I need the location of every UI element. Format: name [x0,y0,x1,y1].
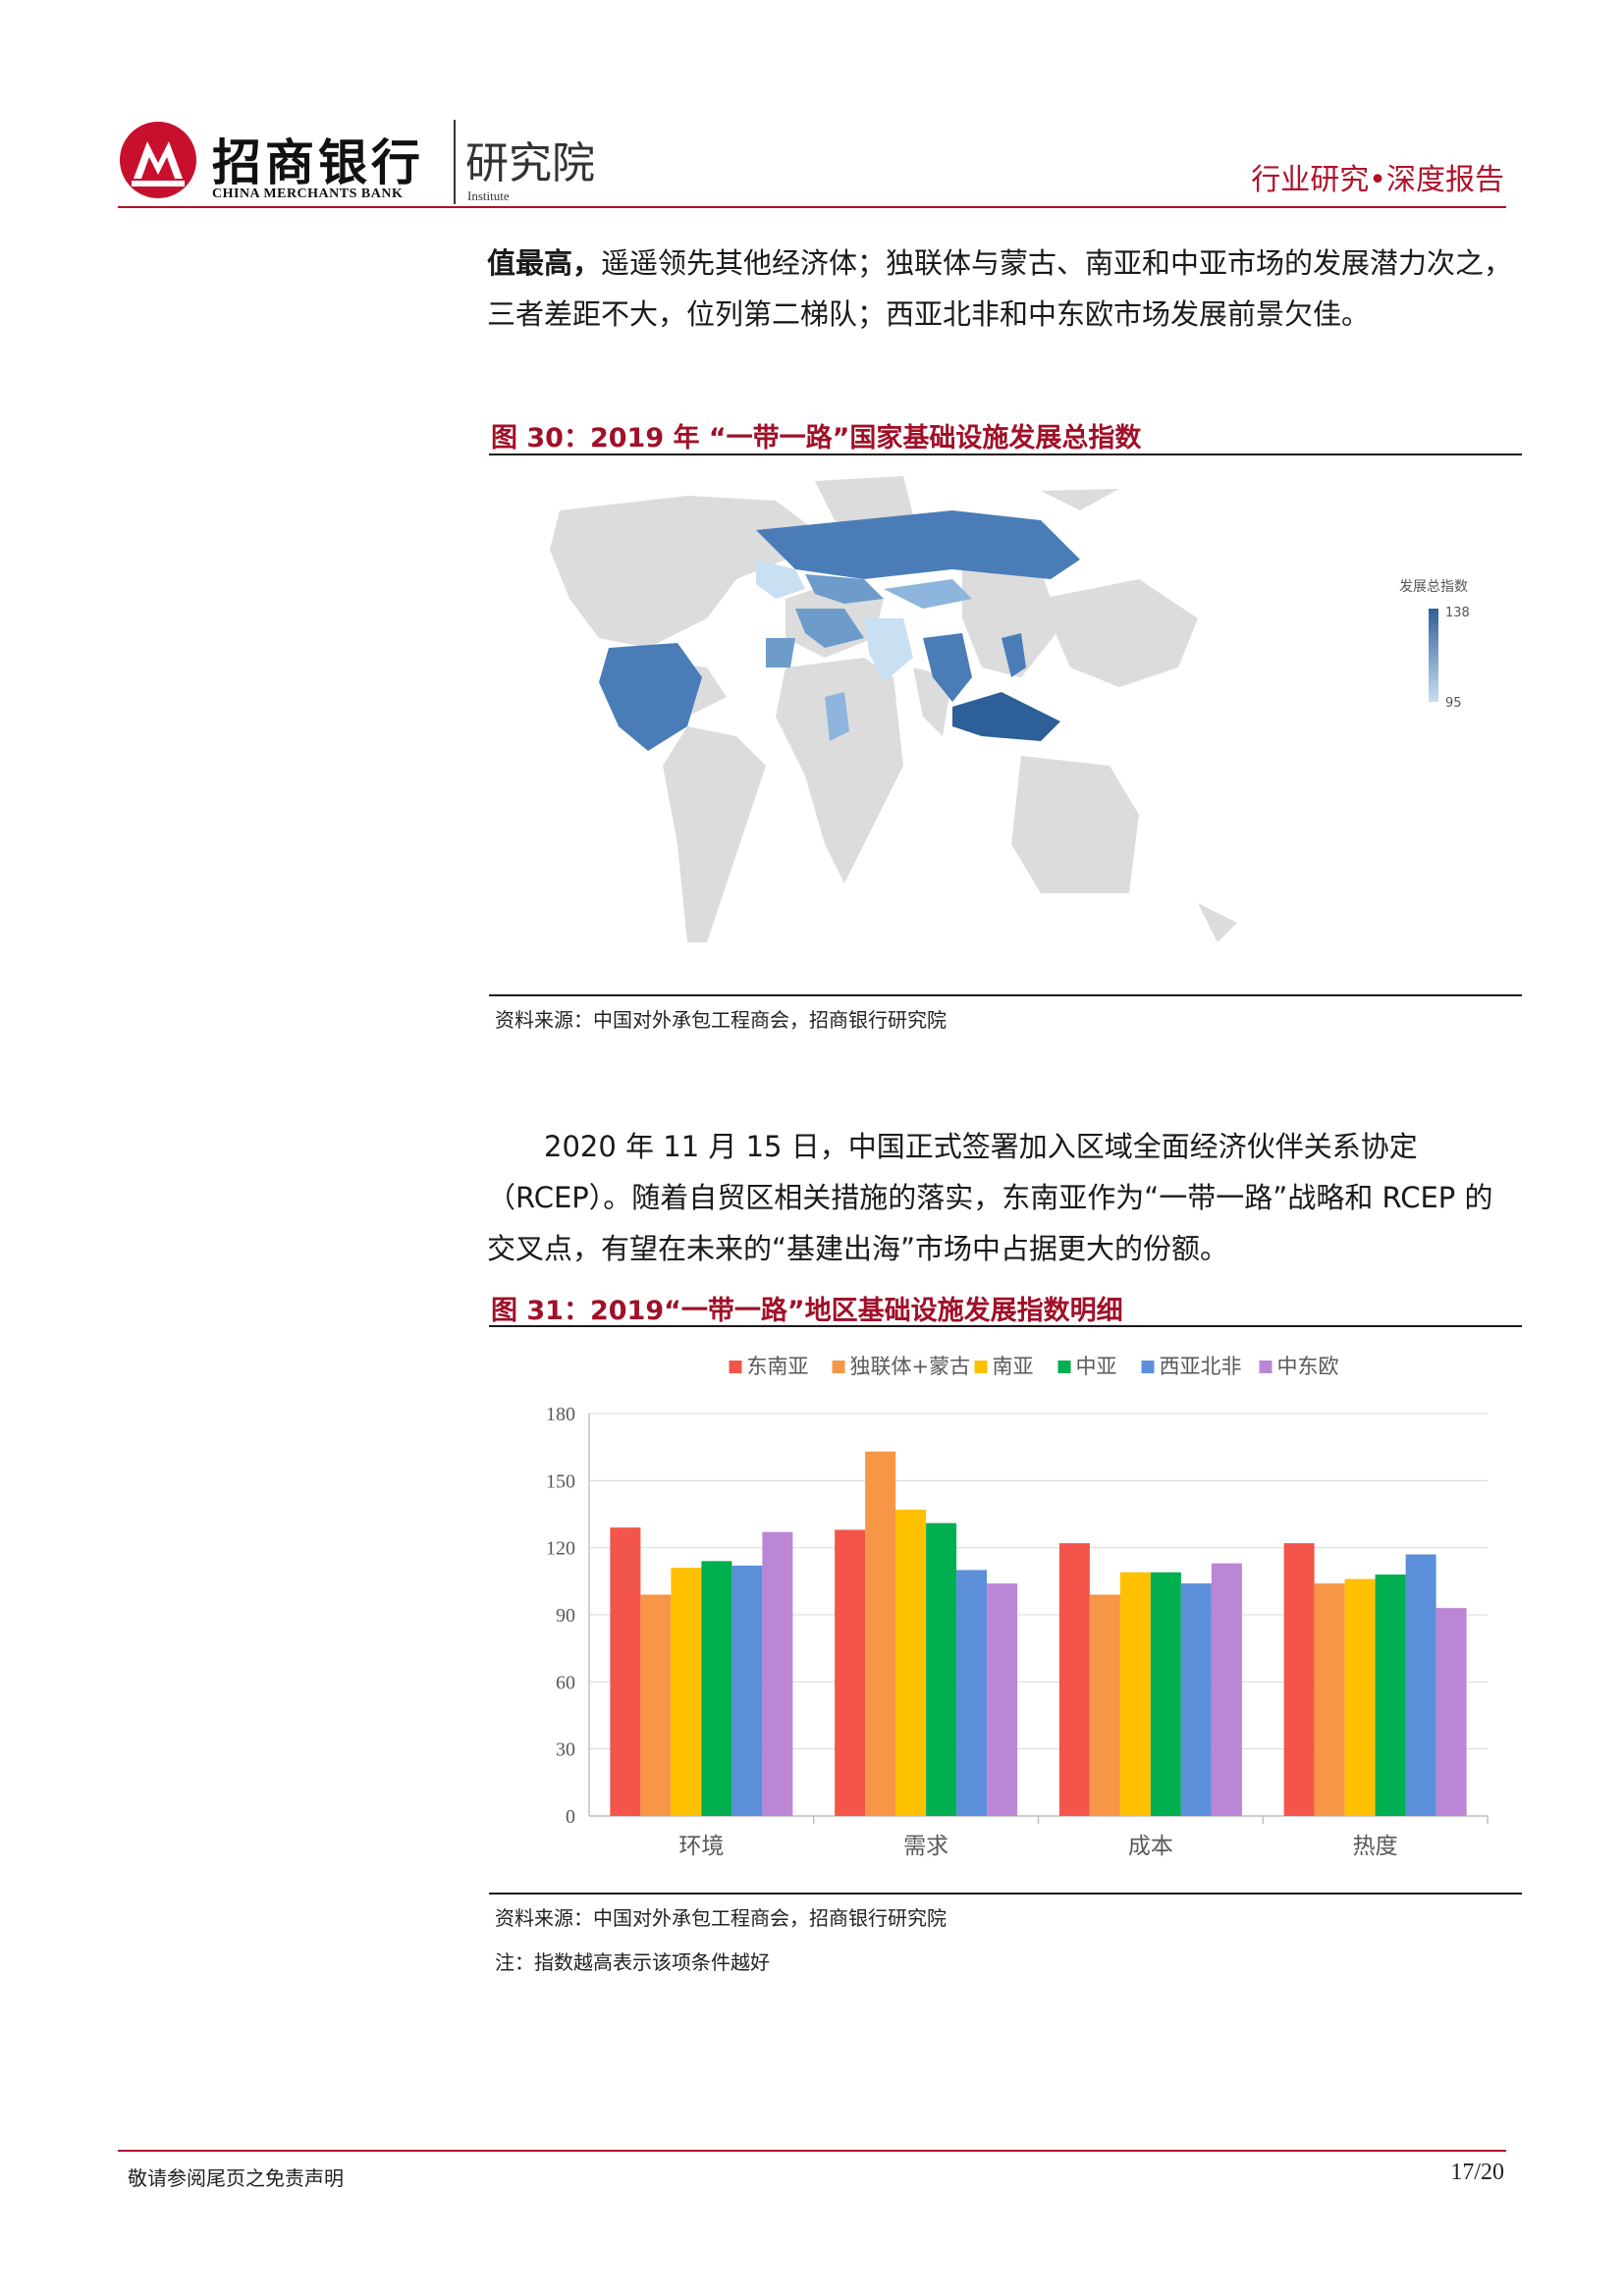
bar [1211,1563,1242,1816]
legend-swatch [729,1361,742,1373]
figure-30-source: 资料来源：中国对外承包工程商会，招商银行研究院 [495,1008,947,1032]
x-tick-label: 需求 [903,1834,948,1859]
intro-text: 遥遥领先其他经济体；独联体与蒙古、南亚和中亚市场的发展潜力次之，三者差距不大，位… [487,246,1513,331]
bar [987,1583,1018,1816]
y-tick-label: 180 [546,1404,575,1425]
bar [731,1565,763,1816]
figure-31-source: 资料来源：中国对外承包工程商会，招商银行研究院 [495,1906,947,1930]
figure-30-bottom-rule [489,994,1522,996]
map-region-egypt [766,638,795,667]
map-land [550,476,1237,942]
bar [610,1527,641,1816]
y-tick-label: 60 [556,1672,575,1693]
bar [926,1522,957,1816]
bar [1089,1594,1120,1816]
x-tick-label: 环境 [678,1834,724,1859]
page-number: 17/20 [1450,2160,1504,2185]
figure-31-bottom-rule [489,1893,1522,1895]
figure-30-title: 图 30：2019 年 “一带一路”国家基础设施发展总指数 [491,423,1142,454]
bar [1314,1583,1345,1816]
legend-swatch [832,1361,845,1373]
map-region-eastern-europe [756,560,805,599]
bar [671,1568,702,1816]
map-region-indonesia [952,692,1060,741]
bar [1344,1578,1376,1816]
bar [1180,1583,1212,1816]
y-tick-label: 0 [566,1806,575,1828]
figure-31-top-rule [489,1325,1522,1327]
bar [701,1561,732,1816]
y-tick-label: 120 [546,1538,575,1560]
x-tick-label: 成本 [1128,1834,1173,1859]
figure-31-title: 图 31：2019“一带一路”地区基础设施发展指数明细 [491,1296,1123,1326]
bar [640,1594,672,1816]
x-tick-label: 热度 [1353,1834,1398,1859]
institute-name-cn: 研究院 [465,138,595,188]
legend-label: 中亚 [1076,1355,1117,1378]
map-region-west-asia [795,609,864,648]
brand-name-en: CHINA MERCHANTS BANK [212,187,404,201]
map-region-indochina [923,633,972,702]
bar-chart: 0 30 60 90 120 150 180 环境 需求 成本 热度 东南亚 独联体+蒙古 南亚 中亚 西亚北… [546,1355,1489,1859]
y-tick-label: 90 [556,1605,575,1627]
bar [1283,1543,1315,1816]
world-map: 发展总指数 138 95 [550,476,1470,942]
map-legend-min: 95 [1445,696,1462,711]
map-region-philippines [1001,633,1026,677]
legend-label: 西亚北非 [1160,1355,1242,1378]
figure-31-note: 注：指数越高表示该项条件越好 [495,1950,770,1974]
footer-divider [118,2150,1506,2152]
map-region-central-asia [805,574,884,604]
footer-disclaimer: 敬请参阅尾页之免责声明 [128,2166,344,2190]
legend-swatch [1259,1361,1272,1373]
intro-paragraph: 值最高，遥遥领先其他经济体；独联体与蒙古、南亚和中亚市场的发展潜力次之，三者差距… [487,238,1520,340]
institute-name-en: Institute [467,188,510,203]
bar [1435,1608,1467,1816]
legend-label: 中东欧 [1277,1355,1339,1378]
map-legend-scale [1429,609,1438,702]
legend-label: 南亚 [993,1355,1034,1378]
map-region-east-africa [825,692,849,741]
cmb-logo-icon [120,122,196,198]
map-legend-max: 138 [1445,606,1470,620]
y-tick-label: 150 [546,1470,575,1492]
legend-swatch [1057,1361,1071,1373]
bar [1150,1572,1181,1816]
y-tick-label: 30 [556,1739,575,1761]
brand-name-cn: 招商银行 [212,133,424,191]
header-separator [454,120,456,204]
map-region-mongolia [884,579,972,609]
bar [865,1451,896,1816]
intro-bold: 值最高， [487,246,602,280]
legend-swatch [1141,1361,1155,1373]
figure-30-top-rule [489,454,1522,455]
map-legend-title: 发展总指数 [1399,579,1468,595]
legend-label: 独联体+蒙古 [850,1355,971,1378]
bar [835,1529,866,1816]
bar [1058,1543,1090,1816]
map-region-russia [756,510,1080,579]
header-divider [118,206,1506,208]
map-region-brazil [599,643,702,751]
map-region-south-asia [864,618,913,682]
bar [1119,1572,1151,1816]
bar [956,1570,988,1816]
legend-swatch [974,1361,988,1373]
body-paragraph: 2020 年 11 月 15 日，中国正式签署加入区域全面经济伙伴关系协定（RC… [487,1130,1493,1265]
bar [895,1509,927,1816]
bar [1375,1575,1406,1816]
bar [762,1531,793,1816]
bar [1405,1554,1436,1816]
legend-label: 东南亚 [747,1355,809,1378]
report-type: 行业研究•深度报告 [1251,163,1504,197]
